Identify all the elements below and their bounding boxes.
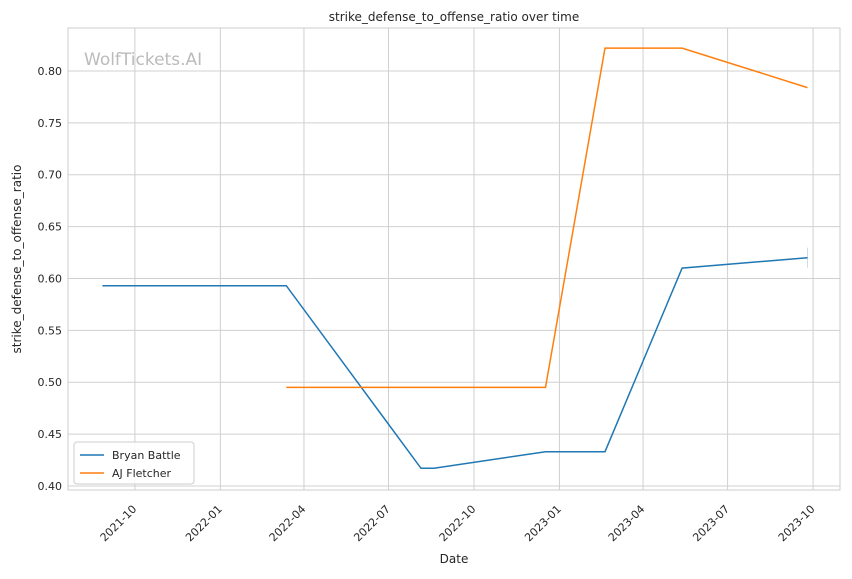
legend: Bryan Battle AJ Fletcher — [73, 441, 195, 485]
x-tick-label: 2022-04 — [267, 503, 309, 545]
x-tick-label: 2022-10 — [437, 503, 479, 545]
y-tick-label: 0.45 — [38, 428, 63, 441]
x-tick-label: 2023-04 — [606, 503, 648, 545]
y-tick-label: 0.40 — [38, 480, 63, 493]
watermark: WolfTickets.AI — [84, 50, 202, 70]
series-line-aj-fletcher — [286, 47, 808, 389]
x-tick-label: 2022-01 — [183, 503, 225, 545]
y-tick-label: 0.70 — [38, 169, 63, 182]
y-tick-label: 0.75 — [38, 117, 63, 130]
x-tick-label: 2023-10 — [776, 503, 818, 545]
x-tick-label: 2023-07 — [690, 503, 732, 545]
plot-frame — [67, 27, 841, 491]
x-axis: 2021-10 2022-01 2022-04 2022-07 2022-10 2023-… — [98, 503, 818, 545]
y-tick-label: 0.60 — [38, 272, 63, 285]
y-axis-label: strike_defense_to_offense_ratio — [10, 165, 24, 354]
y-tick-label: 0.80 — [38, 65, 63, 78]
x-tick-label: 2021-10 — [98, 503, 140, 545]
x-axis-label: Date — [440, 552, 469, 566]
legend-label: AJ Fletcher — [112, 467, 172, 480]
series-line-bryan-battle — [102, 256, 808, 470]
series-lines — [102, 47, 808, 470]
y-axis: 0.40 0.45 0.50 0.55 0.60 0.65 0.70 0.75 0.80 — [38, 65, 63, 493]
grid — [68, 28, 840, 490]
x-tick-label: 2022-07 — [351, 503, 393, 545]
chart-title: strike_defense_to_offense_ratio over tim… — [329, 10, 579, 24]
y-tick-label: 0.50 — [38, 376, 63, 389]
legend-label: Bryan Battle — [112, 449, 181, 462]
y-tick-label: 0.65 — [38, 221, 63, 234]
x-tick-label: 2023-01 — [522, 503, 564, 545]
y-tick-label: 0.55 — [38, 324, 63, 337]
